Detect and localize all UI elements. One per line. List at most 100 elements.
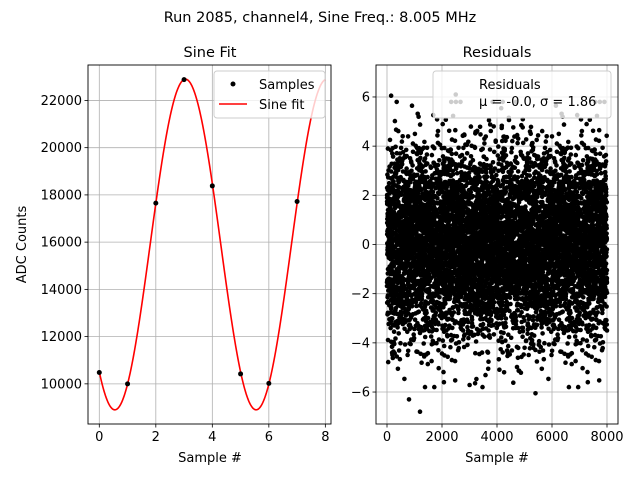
- residual-point: [469, 124, 474, 129]
- residual-point: [465, 151, 470, 156]
- residual-point: [492, 332, 497, 337]
- residual-point: [478, 125, 483, 130]
- residual-point: [471, 194, 476, 199]
- residual-point: [390, 316, 395, 321]
- residual-point: [504, 190, 509, 195]
- residual-point: [471, 324, 476, 329]
- sine-fit-legend: Samples Sine fit: [214, 71, 325, 118]
- residual-point: [510, 146, 515, 151]
- residual-point: [393, 145, 398, 150]
- sample-point: [295, 199, 300, 204]
- residual-point: [513, 165, 518, 170]
- sample-point: [238, 371, 243, 376]
- residual-point: [482, 334, 487, 339]
- residual-point: [515, 161, 520, 166]
- residual-point: [506, 344, 511, 349]
- sample-point: [125, 381, 130, 386]
- residual-point: [436, 322, 441, 327]
- sine-fit-ytick-label: 12000: [41, 330, 82, 345]
- residual-point: [453, 139, 458, 144]
- sine-fit-grid: [88, 65, 331, 424]
- residual-point: [452, 310, 457, 315]
- residual-point: [398, 357, 403, 362]
- residual-point: [482, 141, 487, 146]
- residual-point: [436, 129, 441, 134]
- sine-fit-plot-area: [97, 77, 326, 410]
- residual-point: [450, 152, 455, 157]
- residual-point: [396, 367, 401, 372]
- residual-point: [430, 153, 435, 158]
- residual-point: [436, 366, 441, 371]
- residual-point: [442, 380, 447, 385]
- residual-point: [509, 150, 514, 155]
- sine-fit-ytick-label: 14000: [41, 283, 82, 298]
- residual-point: [504, 153, 509, 158]
- residual-point: [456, 307, 461, 312]
- residual-point: [420, 292, 425, 297]
- residual-point: [453, 359, 458, 364]
- residual-point: [435, 133, 440, 138]
- residual-point: [510, 348, 515, 353]
- sample-point: [182, 77, 187, 82]
- residual-point: [486, 367, 491, 372]
- residual-point: [429, 334, 434, 339]
- residual-point: [477, 175, 482, 180]
- residual-point: [429, 166, 434, 171]
- residuals-title: Residuals: [463, 45, 532, 61]
- residual-point: [484, 157, 489, 162]
- residual-point: [437, 158, 442, 163]
- residual-point: [510, 139, 515, 144]
- residual-point: [480, 350, 485, 355]
- residual-point: [519, 370, 524, 375]
- residual-point: [453, 128, 458, 133]
- residual-point: [422, 140, 427, 145]
- residual-point: [486, 328, 491, 333]
- residual-point: [432, 146, 437, 151]
- residual-point: [516, 346, 521, 351]
- residual-point: [455, 334, 460, 339]
- residual-point: [484, 134, 489, 139]
- residual-point: [425, 152, 430, 157]
- residual-point: [507, 309, 512, 314]
- sine-fit-ytick-label: 16000: [41, 236, 82, 251]
- residual-point: [491, 160, 496, 165]
- residual-point: [461, 328, 466, 333]
- residual-point: [487, 118, 492, 123]
- residual-point: [473, 381, 478, 386]
- residual-point: [511, 125, 516, 130]
- residual-point: [478, 132, 483, 137]
- residual-point: [488, 147, 493, 152]
- sine-fit-frame: [88, 65, 331, 424]
- residual-point: [397, 348, 402, 353]
- residual-point: [514, 155, 519, 160]
- residual-point: [412, 336, 417, 341]
- residual-point: [389, 305, 394, 310]
- residual-point: [426, 362, 431, 367]
- residual-point: [393, 119, 398, 124]
- residual-point: [509, 336, 514, 341]
- residual-point: [501, 331, 506, 336]
- residual-point: [408, 342, 413, 347]
- legend-samples-label: Samples: [259, 78, 315, 93]
- residual-point: [500, 303, 505, 308]
- sample-point: [210, 183, 215, 188]
- residual-point: [503, 338, 508, 343]
- residual-point: [460, 153, 465, 158]
- residual-point: [508, 352, 513, 357]
- residual-point: [453, 378, 458, 383]
- residual-point: [394, 100, 399, 105]
- sine-fit-xlabel: Sample #: [178, 451, 242, 466]
- residual-point: [483, 373, 488, 378]
- residual-point: [447, 129, 452, 134]
- residual-point: [393, 336, 398, 341]
- residual-point: [509, 169, 514, 174]
- residual-point: [406, 349, 411, 354]
- residual-point: [434, 328, 439, 333]
- residual-point: [491, 124, 496, 129]
- residual-point: [485, 175, 490, 180]
- residual-point: [489, 318, 494, 323]
- residual-point: [511, 380, 516, 385]
- residual-point: [517, 287, 522, 292]
- residual-point: [502, 370, 507, 375]
